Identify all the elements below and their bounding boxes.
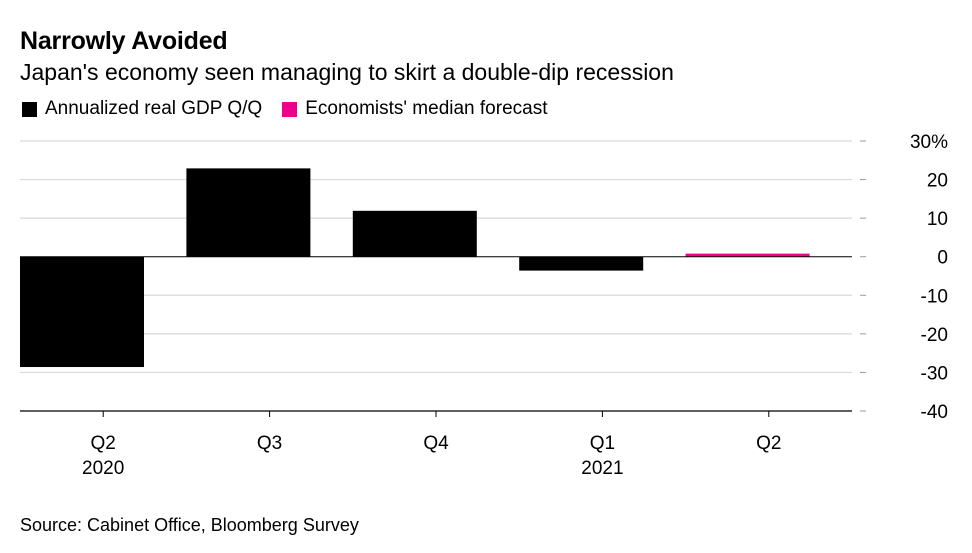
x-tick-label: Q3 [257,433,282,454]
chart-title: Narrowly Avoided [20,27,228,55]
bars [20,168,810,368]
legend-label-forecast: Economists' median forecast [305,98,548,119]
legend-item-forecast: Economists' median forecast [282,98,548,120]
legend-item-actual: Annualized real GDP Q/Q [22,98,262,120]
bar-actual [186,168,311,257]
y-tick-labels: -40 -30 -20 -10 0 10 20 30% [910,132,948,423]
y-tick-label: 0 [937,248,948,269]
axes [20,140,866,417]
bar-actual [519,256,644,271]
legend-label-actual: Annualized real GDP Q/Q [45,98,263,119]
y-tick-label: 20 [927,171,948,192]
y-tick-label: 10 [927,209,948,230]
y-tick-label: -30 [921,363,948,384]
x-tick-year-label: 2021 [581,458,623,479]
bar-actual [20,256,144,368]
legend-swatch-forecast [282,101,298,117]
chart-subtitle: Japan's economy seen managing to skirt a… [20,59,674,85]
x-tick-label: Q2 [756,433,781,454]
y-tick-label: 30% [910,132,948,153]
x-tick-year-label: 2020 [82,458,124,479]
x-tick-label: Q2 [91,433,116,454]
bar-forecast [685,253,810,257]
x-tick-labels: Q2 2020 Q3 Q4 Q1 2021 Q2 [82,433,781,479]
x-tick-label: Q4 [423,433,449,454]
y-tick-label: -40 [921,402,948,423]
y-tick-label: -10 [921,286,948,307]
y-tick-label: -20 [921,325,948,346]
legend-swatch-actual [22,101,37,117]
bar-actual [352,210,477,257]
x-tick-label: Q1 [590,433,615,454]
source-note: Source: Cabinet Office, Bloomberg Survey [20,515,359,535]
chart-legend: Annualized real GDP Q/Q Economists' medi… [22,96,568,122]
